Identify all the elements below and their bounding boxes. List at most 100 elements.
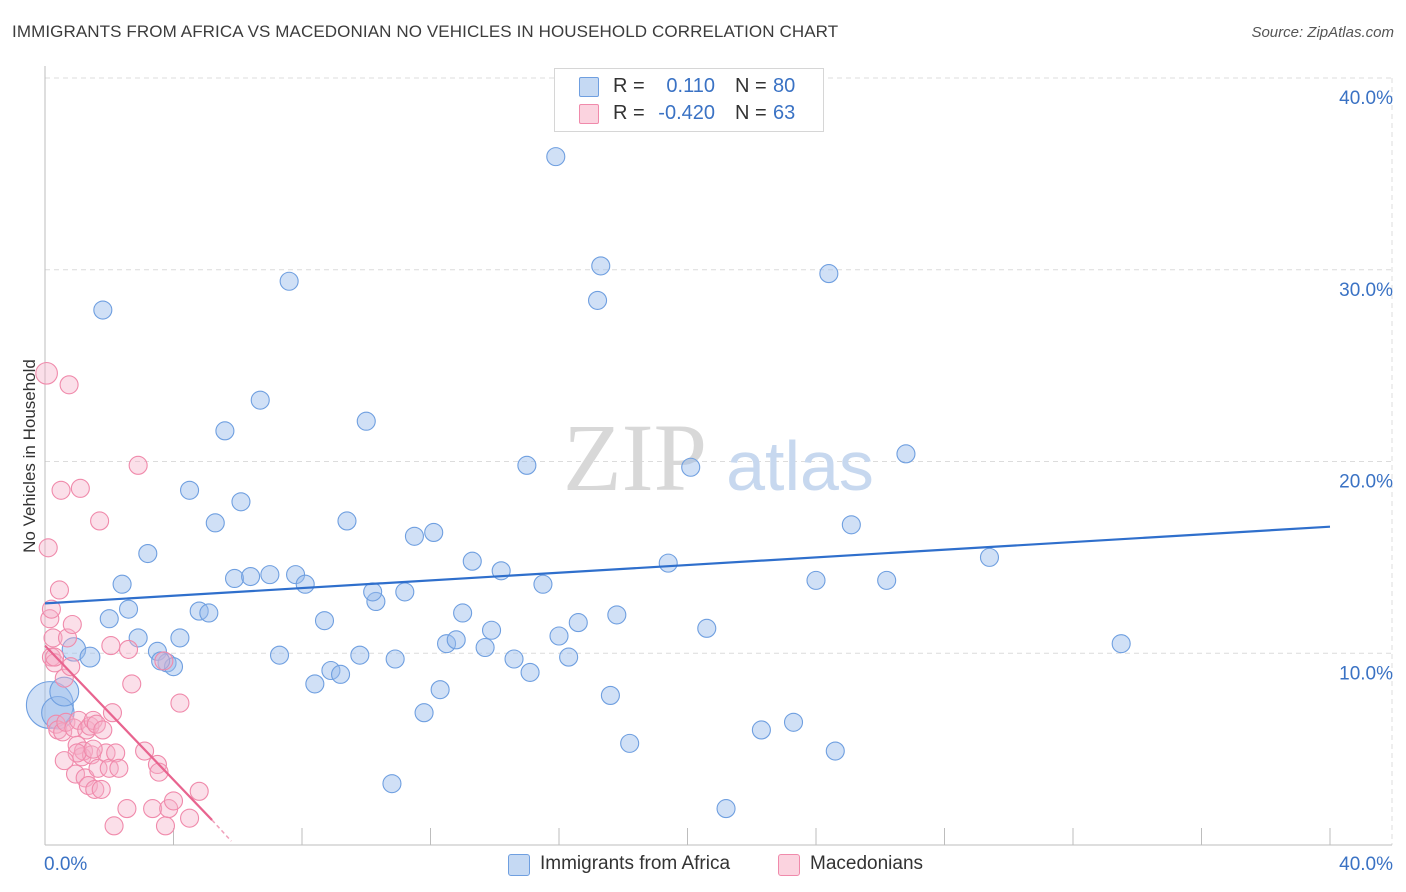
point-africa xyxy=(979,547,1000,567)
point-macedonian xyxy=(54,751,74,771)
bottom-legend-label-africa: Immigrants from Africa xyxy=(540,853,731,874)
point-africa xyxy=(819,264,839,284)
point-africa xyxy=(481,620,502,640)
point-africa xyxy=(305,674,325,694)
trend-line-macedonians-extension xyxy=(211,819,232,842)
point-macedonian xyxy=(40,609,60,629)
correlation-legend: R = 0.110 N = 80 R = -0.420 N = 63 xyxy=(554,68,824,132)
point-macedonian xyxy=(155,816,176,836)
point-macedonian xyxy=(41,599,61,619)
point-africa xyxy=(600,685,620,705)
watermark-zip: ZIP xyxy=(563,404,707,511)
trend-lines xyxy=(44,525,1331,842)
point-africa xyxy=(877,570,897,590)
legend-r-label: R = xyxy=(613,75,645,97)
point-macedonian xyxy=(88,758,108,778)
y-axis-label: No Vehicles in Household xyxy=(20,359,39,553)
point-africa xyxy=(321,660,341,681)
point-africa xyxy=(363,582,383,602)
point-macedonian xyxy=(128,455,148,475)
point-africa xyxy=(681,457,701,477)
point-macedonian xyxy=(91,779,111,799)
point-africa xyxy=(118,599,139,619)
point-africa xyxy=(279,271,299,291)
point-africa xyxy=(806,570,826,590)
point-africa xyxy=(841,515,861,535)
point-africa xyxy=(269,645,290,665)
point-macedonian xyxy=(61,657,81,677)
point-macedonian xyxy=(101,636,121,656)
point-africa xyxy=(295,574,315,594)
point-africa xyxy=(549,626,569,646)
point-macedonian xyxy=(62,614,82,635)
point-africa xyxy=(385,649,405,669)
point-africa xyxy=(241,566,261,587)
point-africa xyxy=(224,568,245,589)
point-africa xyxy=(79,646,101,668)
point-africa xyxy=(430,680,450,700)
legend-row-macedonians: R = -0.420 N = 63 xyxy=(555,100,823,128)
point-africa xyxy=(568,613,588,633)
point-africa xyxy=(517,455,537,475)
y-tick-label: 20.0% xyxy=(1339,472,1393,493)
point-africa xyxy=(215,421,235,441)
point-africa xyxy=(180,480,200,500)
point-africa xyxy=(559,647,579,667)
point-macedonian xyxy=(59,375,79,395)
chart-title: IMMIGRANTS FROM AFRICA VS MACEDONIAN NO … xyxy=(12,22,839,41)
watermark-atlas: atlas xyxy=(726,427,874,505)
point-macedonian xyxy=(80,716,100,736)
point-macedonian xyxy=(189,781,209,801)
point-africa xyxy=(99,609,119,629)
legend-r-value: 0.110 xyxy=(666,75,715,97)
point-africa xyxy=(1111,634,1131,654)
point-africa xyxy=(356,411,376,431)
y-tick-label: 40.0% xyxy=(1339,88,1393,109)
point-africa xyxy=(138,543,158,564)
point-africa xyxy=(170,628,190,648)
y-tick-label: 30.0% xyxy=(1339,280,1393,301)
point-africa xyxy=(546,147,566,167)
point-africa xyxy=(163,657,184,677)
point-africa xyxy=(520,662,540,682)
bottom-legend-label-macedonians: Macedonians xyxy=(810,853,924,874)
trend-line-africa xyxy=(44,525,1331,605)
series-immigrants-from-africa xyxy=(25,147,1131,819)
point-africa xyxy=(93,300,113,320)
point-macedonian xyxy=(43,628,63,648)
series-macedonians xyxy=(35,361,209,836)
point-africa xyxy=(658,553,678,573)
point-macedonian xyxy=(54,668,74,688)
y-tick-label: 10.0% xyxy=(1339,663,1393,684)
point-macedonian xyxy=(106,743,126,763)
point-macedonian xyxy=(70,478,90,498)
point-africa xyxy=(587,290,608,310)
point-africa xyxy=(437,634,457,654)
point-africa xyxy=(414,703,434,723)
point-macedonian xyxy=(109,758,129,778)
point-africa xyxy=(250,390,270,410)
gridlines xyxy=(45,77,1393,845)
legend-r-label: R = xyxy=(613,102,645,124)
point-africa xyxy=(199,603,219,623)
point-africa xyxy=(424,522,444,542)
legend-r-value: -0.420 xyxy=(658,102,715,124)
point-macedonian xyxy=(180,808,200,828)
point-macedonian xyxy=(163,791,184,811)
point-macedonian xyxy=(65,764,86,784)
point-africa xyxy=(314,611,335,631)
point-africa xyxy=(751,720,771,740)
trend-line-macedonians xyxy=(44,644,213,821)
point-macedonian xyxy=(77,720,97,740)
point-macedonian xyxy=(122,674,142,694)
point-africa xyxy=(462,551,482,571)
legend-n-value: 63 xyxy=(773,102,796,124)
point-africa xyxy=(189,601,209,621)
legend-row-africa: R = 0.110 N = 80 xyxy=(555,73,823,101)
point-macedonian xyxy=(143,799,163,819)
point-africa xyxy=(453,603,473,623)
point-macedonian xyxy=(170,693,190,713)
point-africa xyxy=(395,582,415,602)
point-africa xyxy=(697,618,717,638)
